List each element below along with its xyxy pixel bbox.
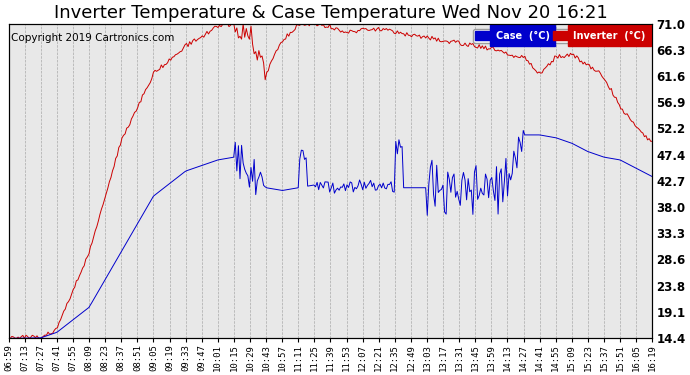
Legend: Case  (°C), Inverter  (°C): Case (°C), Inverter (°C) (473, 28, 647, 42)
Text: Copyright 2019 Cartronics.com: Copyright 2019 Cartronics.com (10, 33, 174, 43)
Title: Inverter Temperature & Case Temperature Wed Nov 20 16:21: Inverter Temperature & Case Temperature … (54, 4, 607, 22)
